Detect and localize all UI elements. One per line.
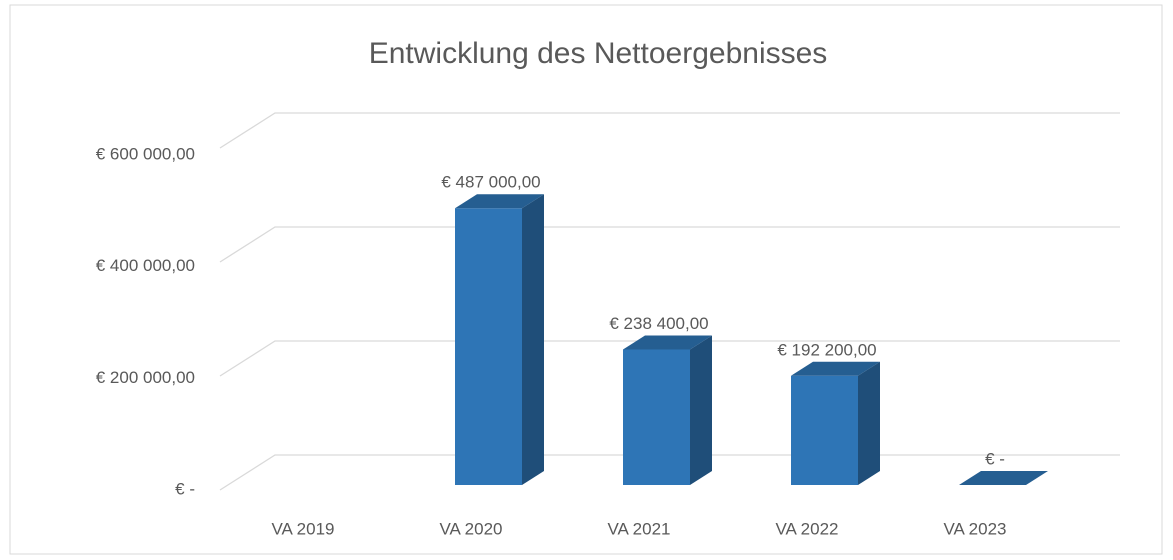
- chart-border: [9, 4, 1163, 555]
- bar-front: [455, 208, 522, 485]
- bar: [959, 471, 1048, 485]
- y-tick-label: € 400 000,00: [96, 256, 195, 275]
- y-tick-label: € 600 000,00: [96, 144, 195, 163]
- grid-line: [219, 340, 1120, 377]
- data-label: € 238 400,00: [609, 314, 708, 333]
- x-tick-label: VA 2021: [607, 519, 670, 538]
- x-tick-label: VA 2022: [775, 519, 838, 538]
- bar-side: [858, 361, 880, 485]
- data-label: € 192 200,00: [777, 340, 876, 359]
- y-tick-label: € -: [175, 479, 195, 498]
- y-tick-label: € 200 000,00: [96, 368, 195, 387]
- bar-top: [959, 471, 1048, 485]
- data-label: € -: [985, 449, 1005, 468]
- bar-side: [522, 194, 544, 485]
- grid-line: [219, 226, 1120, 263]
- bar-top: [791, 361, 880, 376]
- bar-top: [455, 194, 544, 209]
- bar: [455, 194, 544, 485]
- x-tick-label: VA 2020: [439, 519, 502, 538]
- x-tick-label: VA 2019: [271, 519, 334, 538]
- bar-side: [690, 335, 712, 485]
- grid-line: [219, 112, 1120, 149]
- data-label: € 487 000,00: [441, 173, 540, 192]
- bar-front: [791, 375, 858, 485]
- x-tick-label: VA 2023: [943, 519, 1006, 538]
- bar: [623, 335, 712, 485]
- bar-top: [623, 335, 712, 350]
- bar-front: [623, 349, 690, 485]
- bar: [791, 361, 880, 485]
- chart-title: Entwicklung des Nettoergebnisses: [369, 37, 828, 70]
